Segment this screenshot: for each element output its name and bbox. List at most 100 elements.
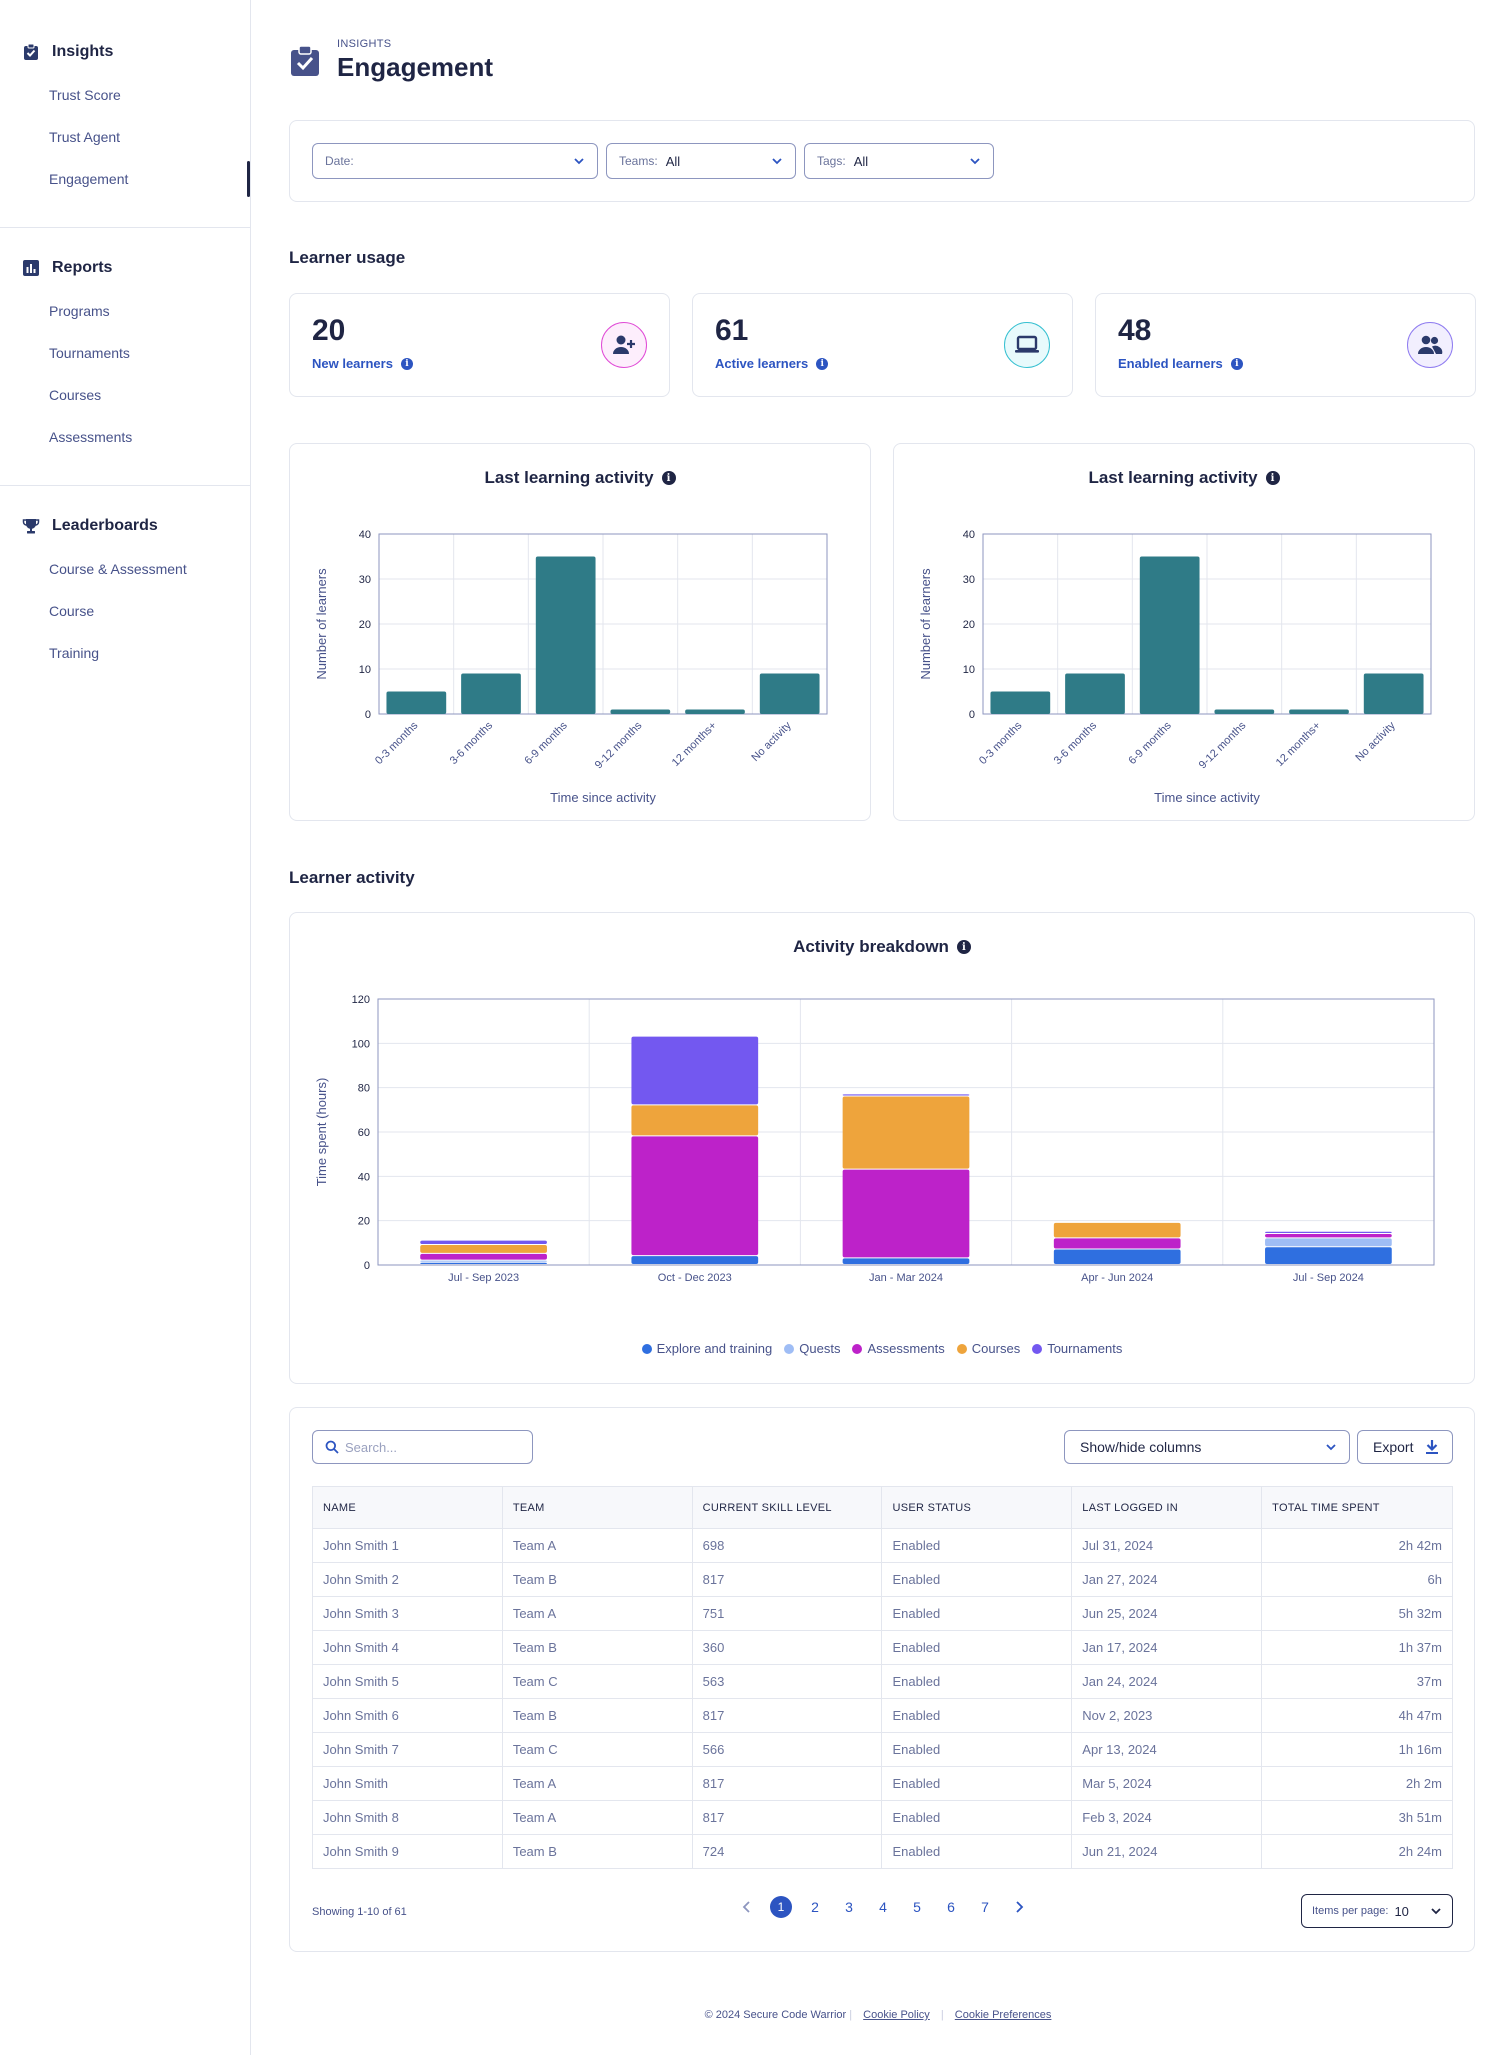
bar-segment-quests[interactable]	[420, 1260, 547, 1262]
bar-segment-explore-and-training[interactable]	[631, 1256, 759, 1264]
bar-segment-assessments[interactable]	[631, 1136, 759, 1256]
bar-segment-quests[interactable]	[1265, 1238, 1392, 1247]
bar-12-months[interactable]	[1289, 709, 1349, 715]
bar-segment-courses[interactable]	[631, 1105, 759, 1136]
legend-item-quests[interactable]: Quests	[784, 1341, 840, 1356]
bar-segment-courses[interactable]	[842, 1096, 970, 1169]
bar-no-activity[interactable]	[759, 673, 820, 715]
bar-0-3-months[interactable]	[386, 691, 447, 715]
legend-item-assessments[interactable]: Assessments	[852, 1341, 945, 1356]
items-per-page-select[interactable]: Items per page: 10	[1301, 1894, 1453, 1928]
bar-segment-assessments[interactable]	[1053, 1238, 1181, 1249]
column-header-total-time[interactable]: TOTAL TIME SPENT	[1261, 1486, 1453, 1529]
cell-last-logged-in: Mar 5, 2024	[1071, 1766, 1263, 1801]
bar-12-months[interactable]	[685, 709, 745, 715]
bar-segment-assessments[interactable]	[842, 1169, 970, 1258]
teams-filter-select[interactable]: Teams: All	[606, 143, 796, 179]
bar-3-6-months[interactable]	[1065, 673, 1125, 715]
table-row[interactable]: John Smith 8 Team A 817 Enabled Feb 3, 2024 3…	[312, 1800, 1453, 1835]
bar-6-9-months[interactable]	[1139, 556, 1200, 715]
bar-segment-tournaments[interactable]	[631, 1036, 759, 1105]
cell-total-time: 4h 47m	[1261, 1698, 1453, 1733]
legend-item-explore-and-training[interactable]: Explore and training	[641, 1341, 772, 1356]
cell-user-status: Enabled	[881, 1834, 1073, 1869]
info-icon[interactable]: i	[816, 357, 829, 370]
bar-segment-tournaments[interactable]	[1265, 1231, 1392, 1233]
column-header-team[interactable]: TEAM	[501, 1486, 693, 1529]
sidebar-item-engagement[interactable]: Engagement	[0, 158, 250, 200]
tags-filter-select[interactable]: Tags: All	[804, 143, 994, 179]
column-header-skill-level[interactable]: CURRENT SKILL LEVEL	[691, 1486, 883, 1529]
page-button-2[interactable]: 2	[798, 1895, 832, 1919]
prev-page-button[interactable]	[730, 1895, 764, 1919]
table-row[interactable]: John Smith 3 Team A 751 Enabled Jun 25, 2024…	[312, 1596, 1453, 1631]
cookie-policy-link[interactable]: Cookie Policy	[863, 2009, 930, 2021]
bar-segment-assessments[interactable]	[420, 1253, 547, 1260]
sidebar-item-course-assessment[interactable]: Course & Assessment	[49, 561, 187, 577]
sidebar-heading-leaderboards[interactable]: Leaderboards	[0, 512, 250, 540]
page-button-4[interactable]: 4	[866, 1895, 900, 1919]
sidebar-heading-reports[interactable]: Reports	[0, 254, 250, 282]
bar-9-12-months[interactable]	[610, 709, 671, 715]
page-button-6[interactable]: 6	[934, 1895, 968, 1919]
sidebar-item-assessments[interactable]: Assessments	[49, 429, 133, 445]
bar-segment-assessments[interactable]	[1265, 1233, 1392, 1238]
column-header-name[interactable]: NAME	[312, 1486, 503, 1529]
column-header-last-logged-in[interactable]: LAST LOGGED IN	[1071, 1486, 1263, 1529]
table-row[interactable]: John Smith 4 Team B 360 Enabled Jan 17, 2024…	[312, 1630, 1453, 1665]
page-button-5[interactable]: 5	[900, 1895, 934, 1919]
sidebar-heading-label: Leaderboards	[52, 517, 158, 534]
bar-segment-tournaments[interactable]	[420, 1240, 547, 1245]
bar-segment-courses[interactable]	[1053, 1222, 1181, 1238]
y-tick-label: 80	[358, 1083, 370, 1095]
bar-segment-explore-and-training[interactable]	[1053, 1249, 1181, 1264]
table-row[interactable]: John Smith Team A 817 Enabled Mar 5, 2024 2h …	[312, 1766, 1453, 1801]
table-row[interactable]: John Smith 1 Team A 698 Enabled Jul 31, 2024…	[312, 1528, 1453, 1563]
page-button-3[interactable]: 3	[832, 1895, 866, 1919]
info-icon[interactable]: i	[1230, 357, 1243, 370]
info-icon[interactable]: i	[1265, 471, 1280, 485]
cell-team: Team C	[501, 1664, 693, 1699]
table-row[interactable]: John Smith 2 Team B 817 Enabled Jan 27, 2024…	[312, 1562, 1453, 1597]
sidebar-item-trust-score[interactable]: Trust Score	[49, 87, 121, 103]
cell-skill-level: 698	[691, 1528, 883, 1563]
page-button-7[interactable]: 7	[968, 1895, 1002, 1919]
sidebar-item-training[interactable]: Training	[49, 645, 100, 661]
bar-segment-explore-and-training[interactable]	[842, 1258, 970, 1264]
bar-3-6-months[interactable]	[461, 673, 521, 715]
export-button[interactable]: Export	[1357, 1430, 1453, 1464]
bar-0-3-months[interactable]	[990, 691, 1051, 715]
cell-user-status: Enabled	[881, 1698, 1073, 1733]
bar-no-activity[interactable]	[1363, 673, 1424, 715]
show-hide-columns-select[interactable]: Show/hide columns	[1064, 1430, 1350, 1464]
info-icon[interactable]: i	[661, 471, 676, 485]
sidebar-item-programs[interactable]: Programs	[49, 303, 110, 319]
sidebar-item-courses[interactable]: Courses	[49, 387, 102, 403]
search-input[interactable]	[345, 1439, 525, 1455]
cookie-preferences-link[interactable]: Cookie Preferences	[954, 2009, 1052, 2021]
info-icon[interactable]: i	[400, 357, 413, 370]
column-header-user-status[interactable]: USER STATUS	[881, 1486, 1073, 1529]
sidebar-item-tournaments[interactable]: Tournaments	[49, 345, 130, 361]
bar-segment-explore-and-training[interactable]	[1265, 1247, 1392, 1264]
page-button-1[interactable]: 1	[764, 1895, 798, 1919]
table-row[interactable]: John Smith 9 Team B 724 Enabled Jun 21, 2024…	[312, 1834, 1453, 1869]
info-icon[interactable]: i	[956, 940, 971, 954]
bar-segment-courses[interactable]	[420, 1245, 547, 1253]
tags-filter-value: All	[853, 153, 869, 169]
table-row[interactable]: John Smith 5 Team C 563 Enabled Jan 24, 2024…	[312, 1664, 1453, 1699]
bar-6-9-months[interactable]	[535, 556, 596, 715]
table-row[interactable]: John Smith 6 Team B 817 Enabled Nov 2, 2023 4…	[312, 1698, 1453, 1733]
bar-segment-tournaments[interactable]	[842, 1094, 970, 1096]
sidebar-heading-insights[interactable]: Insights	[0, 38, 250, 66]
sidebar-item-course[interactable]: Course	[49, 603, 95, 619]
table-row[interactable]: John Smith 7 Team C 566 Enabled Apr 13, 2024…	[312, 1732, 1453, 1767]
y-tick-label: 20	[963, 619, 975, 631]
sidebar-item-trust-agent[interactable]: Trust Agent	[49, 129, 121, 145]
next-page-button[interactable]	[1002, 1895, 1036, 1919]
date-filter-select[interactable]: Date:	[312, 143, 598, 179]
bar-segment-explore-and-training[interactable]	[420, 1262, 547, 1264]
legend-item-tournaments[interactable]: Tournaments	[1032, 1341, 1122, 1356]
bar-9-12-months[interactable]	[1214, 709, 1275, 715]
legend-item-courses[interactable]: Courses	[956, 1341, 1020, 1356]
